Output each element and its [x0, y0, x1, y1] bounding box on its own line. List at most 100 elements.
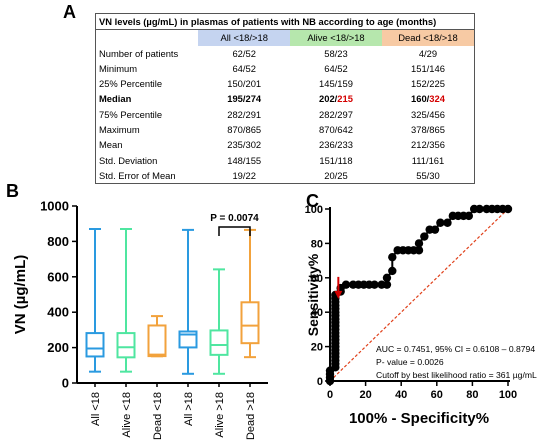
table-cell: 62/52	[232, 47, 256, 59]
highlight-value: 324	[429, 93, 445, 105]
box-iqr	[209, 329, 229, 356]
y-tick-label: 0	[317, 376, 323, 388]
x-tick-label: Dead <18	[152, 392, 164, 440]
table-cell: 145/159	[319, 78, 353, 90]
x-tick-label: 40	[395, 389, 407, 401]
row-label: Mean	[99, 139, 123, 151]
reference-line	[329, 208, 509, 382]
row-label: Minimum	[99, 62, 138, 74]
row-label: 25% Percentile	[99, 78, 163, 90]
y-tick-label: 0	[62, 376, 69, 391]
box-iqr	[85, 332, 105, 358]
table-cell: 870/865	[227, 124, 262, 136]
roc-point	[503, 204, 513, 214]
table-row: Std. Deviation 148/155 151/118 111/161	[96, 153, 475, 168]
table-cell: 235/302	[227, 139, 262, 151]
table-cell: 282/291	[227, 108, 262, 120]
x-tick-label: All <18	[90, 392, 102, 426]
table-cell: 4/29	[418, 47, 438, 59]
table-cell: 150/201	[227, 78, 262, 90]
table-title: VN levels (µg/mL) in plasmas of patients…	[95, 13, 475, 31]
y-tick-label: 100	[305, 204, 323, 216]
y-tick-label: 600	[47, 269, 69, 284]
roc-point	[388, 252, 397, 262]
row-label: Std. Deviation	[99, 154, 158, 166]
table-cell: 160/324	[411, 93, 445, 105]
roc-point	[414, 239, 424, 248]
x-tick-label: Alive >18	[214, 392, 226, 438]
x-tick-label: 80	[466, 389, 478, 401]
row-label: 75% Percentile	[99, 108, 163, 120]
y-axis-label: VN (µg/mL)	[12, 255, 29, 334]
y-tick-label: 60	[311, 273, 323, 285]
y-tick-label: 20	[311, 342, 323, 354]
table-cell: 325/456	[411, 108, 445, 120]
x-tick-label: Alive <18	[121, 392, 133, 438]
table-row: Maximum 870/865 870/642 378/865	[96, 122, 475, 137]
x-tick-label: 20	[359, 389, 371, 401]
table-cell: 151/146	[411, 62, 445, 74]
table-cell: 64/52	[324, 62, 348, 74]
table-cell: 55/30	[416, 169, 440, 181]
table-cell: 19/22	[232, 169, 256, 181]
roc-point	[370, 280, 379, 289]
table-cell: 212/356	[411, 139, 445, 151]
y-tick-label: 800	[47, 234, 69, 249]
roc-point	[464, 211, 474, 221]
x-tick-label: All >18	[183, 392, 195, 426]
y-tick-label: 40	[311, 307, 323, 319]
roc-point	[382, 280, 392, 289]
box-iqr	[116, 332, 136, 359]
y-tick-label: 200	[47, 340, 69, 355]
table-cell: 111/161	[411, 154, 445, 166]
col-header-alive: Alive <18/>18	[290, 29, 382, 46]
roc-point	[382, 273, 392, 282]
table-cell: 236/233	[319, 139, 353, 151]
significance-bracket	[218, 226, 251, 236]
boxplot-chart: 0 200 400 600 800 1000 VN (µg/mL) All <18 Alive …	[12, 199, 268, 440]
table-row: Number of patients 62/52 58/23 4/29	[96, 46, 475, 61]
x-axis-label: 100% - Specificity%	[349, 410, 489, 427]
row-label: Std. Error of Mean	[99, 169, 176, 181]
roc-annotation: AUC = 0.7451, 95% CI = 0.6108 – 0.8794	[376, 344, 535, 354]
table-cell: 20/25	[324, 169, 348, 181]
y-axis-label: Sensitivity%	[305, 253, 321, 336]
table-cell: 58/23	[324, 47, 348, 59]
roc-point	[388, 266, 397, 276]
table-cell: 148/155	[227, 154, 262, 166]
table-cell: 202/215	[319, 93, 353, 105]
x-tick-label: 60	[431, 389, 443, 401]
table-cell: 64/52	[232, 62, 256, 74]
y-tick-label: 1000	[40, 199, 69, 214]
cutoff-arrow-head	[334, 290, 343, 299]
table-row: 25% Percentile 150/201 145/159 152/225	[96, 76, 475, 91]
roc-point	[475, 204, 484, 214]
col-header-dead: Dead <18/>18	[381, 29, 475, 46]
table-row: Median 195/274 202/215 160/324	[96, 91, 475, 106]
table-cell: 378/865	[411, 124, 445, 136]
table-row: Std. Error of Mean 19/22 20/25 55/30	[96, 168, 475, 184]
table-row: Mean 235/302 236/233 212/356	[96, 137, 475, 152]
col-header-all: All <18/>18	[198, 29, 291, 46]
highlight-value: 215	[337, 93, 353, 105]
table-cell: 152/225	[411, 78, 445, 90]
table-cell: 870/642	[319, 124, 353, 136]
row-label: Maximum	[99, 124, 140, 136]
y-tick-label: 400	[47, 305, 69, 320]
panel-label-b: B	[6, 181, 19, 201]
row-label: Number of patients	[99, 47, 179, 59]
y-tick-label: 80	[311, 238, 323, 250]
x-tick-label: 0	[327, 389, 333, 401]
roc-point	[341, 280, 351, 289]
roc-chart: 0 20 40 60 80 100 0 20 40 60 80 100 Sensitivity% 100%…	[305, 204, 537, 427]
roc-annotation: Cutoff by best likelihood ratio = 361 µg…	[376, 370, 537, 380]
table-cell: 151/118	[319, 154, 353, 166]
roc-point	[414, 246, 424, 255]
row-label: Median	[99, 93, 132, 105]
panel-label-c: C	[306, 191, 319, 211]
roc-point	[443, 218, 452, 227]
table-cell: 195/274	[227, 93, 262, 105]
x-tick-label: 100	[499, 389, 517, 401]
roc-point	[430, 225, 440, 234]
